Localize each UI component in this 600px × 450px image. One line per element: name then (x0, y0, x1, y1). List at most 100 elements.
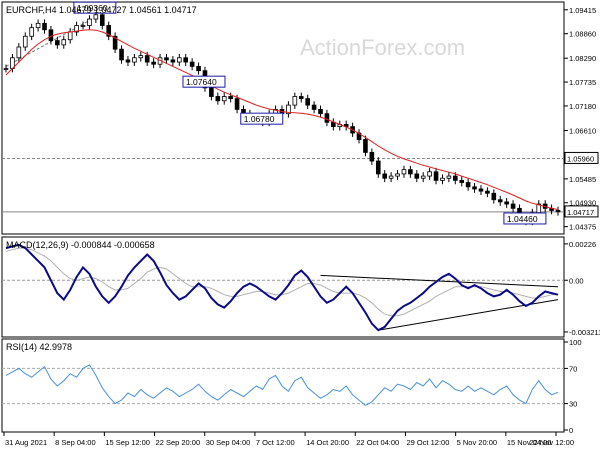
time-tick-label: 29 Oct 12:00 (406, 438, 449, 447)
rsi-y-tick-label: 30 (569, 400, 577, 409)
price-candle (189, 61, 195, 67)
price-candle (292, 96, 298, 106)
price-candle (375, 160, 381, 175)
price-y-tick-label: 1.04375 (569, 223, 596, 232)
price-candle (228, 96, 233, 100)
price-candle (472, 186, 477, 190)
watermark: ActionForex.com (300, 35, 465, 60)
price-candle (318, 108, 323, 115)
price-candle (125, 59, 131, 63)
price-candle (209, 87, 214, 97)
price-candle (87, 18, 92, 26)
price-level-label: 1.05960 (567, 154, 594, 163)
price-candle (106, 25, 112, 37)
price-panel: ActionForex.com 1.09360 1.07640 1.06780 1.0… (1, 1, 599, 235)
price-candle (151, 61, 156, 65)
price-candle (138, 55, 144, 59)
price-candle (16, 46, 22, 59)
price-candle (446, 175, 452, 179)
rsi-line (5, 364, 559, 407)
time-tick-label: 30 Sep 04:00 (206, 438, 251, 447)
macd-title: MACD(12,26,9) -0.000844 -0.000658 (6, 240, 155, 250)
price-candle (221, 96, 227, 102)
chart-header: EURCHF,H4 1.04679 1.04727 1.04561 1.0471… (6, 5, 197, 15)
time-tick-label: 15 Sep 12:00 (105, 438, 150, 447)
time-axis: 31 Aug 2021 8 Sep 04:00 15 Sep 12:00 22 Sep… (3, 432, 574, 447)
price-level-box (564, 151, 599, 164)
rsi-y-tick-label: 100 (569, 338, 582, 347)
price-annotation-label: 1.09360 (77, 3, 108, 13)
price-candle (74, 25, 79, 33)
price-candle (478, 188, 484, 192)
price-y-tick-label: 1.08860 (569, 30, 596, 39)
price-candle (414, 173, 420, 179)
price-candle (3, 68, 9, 70)
price-candle (408, 169, 413, 175)
price-annotation-box (73, 1, 117, 14)
time-tick-label: 31 Aug 2021 (5, 438, 47, 447)
price-candle (465, 182, 471, 188)
rsi-y-tick-label: 70 (569, 364, 577, 373)
rsi-panel-frame (1, 338, 565, 433)
macd-line (5, 243, 559, 332)
price-candle (286, 104, 291, 115)
price-candle (395, 173, 400, 177)
price-candle (420, 175, 426, 179)
price-candle (48, 29, 54, 41)
price-candle (510, 203, 516, 209)
price-annotation-label: 1.06780 (244, 114, 275, 124)
price-candle (144, 55, 150, 63)
price-level-box (564, 205, 599, 218)
time-tick-label: 14 Oct 20:00 (306, 438, 349, 447)
price-candle (433, 171, 439, 181)
price-candle (234, 98, 240, 110)
price-candle (55, 40, 60, 46)
price-y-tick-label: 1.04930 (569, 199, 596, 208)
price-candle (427, 171, 432, 177)
price-candle (369, 152, 375, 162)
price-candle (298, 96, 304, 100)
price-candle (504, 201, 509, 205)
price-candle (67, 31, 73, 41)
price-candle (99, 14, 105, 26)
price-candle (170, 59, 176, 63)
time-tick-label: 22 Oct 04:00 (356, 438, 399, 447)
time-tick-label: 22 Sep 20:00 (156, 438, 201, 447)
time-tick-label: 15 Nov 04:00 (507, 438, 552, 447)
price-candle (459, 179, 465, 183)
macd-trendline (320, 274, 559, 288)
price-candle (42, 22, 47, 31)
time-tick-label: 5 Nov 20:00 (457, 438, 497, 447)
price-annotation-box (503, 212, 547, 225)
price-candle (440, 177, 445, 181)
price-candle (497, 199, 503, 203)
price-y-tick-label: 1.06610 (569, 126, 596, 135)
price-y-tick-label: 1.05485 (569, 175, 596, 184)
price-candle (176, 57, 182, 63)
price-candle (196, 65, 201, 72)
time-tick-label: 7 Oct 12:00 (256, 438, 295, 447)
macd-y-tick-label: 0.00 (569, 276, 584, 285)
price-y-tick-label: 1.07180 (569, 102, 596, 111)
price-candle (382, 173, 388, 179)
price-candle (363, 139, 368, 153)
macd-y-tick-label: 0.00226 (569, 240, 596, 249)
price-candle (119, 48, 124, 61)
rsi-y-tick-label: 0 (569, 426, 573, 435)
rsi-panel: RSI(14) 42.9978 100 70 30 0 (1, 338, 582, 435)
price-candle (35, 22, 41, 29)
price-annotation-box (182, 75, 226, 88)
rsi-title: RSI(14) 42.9978 (6, 342, 72, 352)
price-candle (324, 113, 330, 123)
macd-panel: MACD(12,26,9) -0.000844 -0.000658 0.0022… (1, 236, 600, 338)
price-candle (452, 175, 458, 181)
price-annotation-label: 1.04460 (507, 214, 538, 224)
price-y-tick-label: 1.07735 (569, 78, 596, 87)
price-level-label: 1.04717 (567, 208, 594, 217)
price-candle (132, 57, 137, 63)
macd-y-tick-label: -0.003211 (569, 328, 600, 337)
price-annotation-label: 1.07640 (186, 77, 217, 87)
price-candle (401, 169, 407, 175)
price-annotation-box (240, 112, 284, 125)
